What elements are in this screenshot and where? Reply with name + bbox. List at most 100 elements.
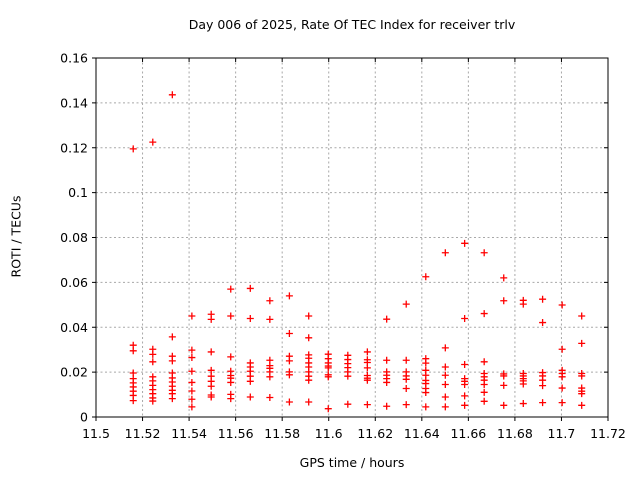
data-point-marker <box>363 348 371 356</box>
data-point-marker <box>578 401 586 409</box>
x-axis-label: GPS time / hours <box>299 455 405 470</box>
data-point-marker <box>422 403 430 411</box>
data-point-marker <box>558 399 566 407</box>
data-point-marker <box>188 378 196 386</box>
data-point-marker <box>227 312 235 320</box>
data-point-marker <box>188 395 196 403</box>
data-point-marker <box>285 371 293 379</box>
data-point-marker <box>305 398 313 406</box>
data-point-marker <box>305 334 313 342</box>
data-point-marker <box>285 292 293 300</box>
data-point-marker <box>383 315 391 323</box>
data-point-marker <box>500 372 508 380</box>
data-point-marker <box>519 300 527 308</box>
data-point-marker <box>558 301 566 309</box>
data-point-marker <box>422 389 430 397</box>
data-point-marker <box>246 284 254 292</box>
x-tick-label: 11.5 <box>82 426 110 441</box>
data-point-marker <box>402 375 410 383</box>
data-point-marker <box>266 373 274 381</box>
data-point-marker <box>480 397 488 405</box>
data-point-marker <box>129 397 137 405</box>
y-tick-label: 0.12 <box>60 140 88 155</box>
data-point-marker <box>578 312 586 320</box>
data-point-marker <box>558 373 566 381</box>
data-point-marker <box>266 297 274 305</box>
data-point-marker <box>461 401 469 409</box>
data-point-marker <box>266 315 274 323</box>
x-tick-label: 11.68 <box>497 426 533 441</box>
data-point-marker <box>324 373 332 381</box>
x-tick-label: 11.56 <box>218 426 254 441</box>
data-point-marker <box>441 371 449 379</box>
data-point-marker <box>227 395 235 403</box>
data-point-marker <box>344 400 352 408</box>
y-tick-label: 0.04 <box>60 320 88 335</box>
data-point-marker <box>441 380 449 388</box>
data-point-marker <box>500 381 508 389</box>
data-point-marker <box>188 354 196 362</box>
y-tick-label: 0.16 <box>60 51 88 66</box>
data-point-marker <box>168 395 176 403</box>
data-point-marker <box>441 344 449 352</box>
data-point-marker <box>207 315 215 323</box>
data-point-marker <box>168 91 176 99</box>
data-point-marker <box>344 372 352 380</box>
data-point-marker <box>305 376 313 384</box>
data-point-marker <box>402 356 410 364</box>
data-point-marker <box>461 239 469 247</box>
x-tick-label: 11.6 <box>315 426 343 441</box>
data-point-marker <box>422 273 430 281</box>
data-point-marker <box>246 314 254 322</box>
x-tick-label: 11.7 <box>548 426 576 441</box>
data-point-marker <box>383 378 391 386</box>
data-point-marker <box>480 388 488 396</box>
x-tick-label: 11.54 <box>171 426 207 441</box>
data-point-marker <box>266 393 274 401</box>
data-point-marker <box>168 333 176 341</box>
data-point-marker <box>188 387 196 395</box>
x-tick-label: 11.52 <box>125 426 161 441</box>
y-axis-label: ROTI / TECUs <box>8 195 24 278</box>
data-point-marker <box>363 376 371 384</box>
data-point-marker <box>519 380 527 388</box>
data-point-marker <box>539 319 547 327</box>
data-point-marker <box>500 274 508 282</box>
data-point-marker <box>422 359 430 367</box>
data-point-marker <box>207 382 215 390</box>
data-point-marker <box>578 390 586 398</box>
data-point-marker <box>188 367 196 375</box>
data-point-marker <box>480 249 488 257</box>
data-point-marker <box>207 366 215 374</box>
y-tick-label: 0 <box>80 410 88 425</box>
data-point-marker <box>324 364 332 372</box>
data-point-marker <box>188 312 196 320</box>
data-point-marker <box>305 312 313 320</box>
data-point-marker <box>578 339 586 347</box>
x-tick-label: 11.64 <box>404 426 440 441</box>
x-tick-label: 11.58 <box>264 426 300 441</box>
data-point-marker <box>441 403 449 411</box>
data-point-marker <box>363 364 371 372</box>
data-point-marker <box>402 401 410 409</box>
data-point-marker <box>363 401 371 409</box>
data-point-marker <box>149 350 157 358</box>
data-point-marker <box>188 346 196 354</box>
y-tick-label: 0.1 <box>68 185 88 200</box>
y-tick-label: 0.02 <box>60 365 88 380</box>
data-point-marker <box>480 380 488 388</box>
x-tick-label: 11.66 <box>450 426 486 441</box>
data-point-marker <box>519 400 527 408</box>
data-point-marker <box>207 348 215 356</box>
data-point-marker <box>500 401 508 409</box>
data-point-marker <box>402 385 410 393</box>
data-point-marker <box>168 357 176 365</box>
data-point-marker <box>539 399 547 407</box>
data-point-marker <box>383 402 391 410</box>
data-point-marker <box>480 358 488 366</box>
data-point-marker <box>441 393 449 401</box>
data-point-marker <box>324 405 332 413</box>
data-point-marker <box>285 357 293 365</box>
